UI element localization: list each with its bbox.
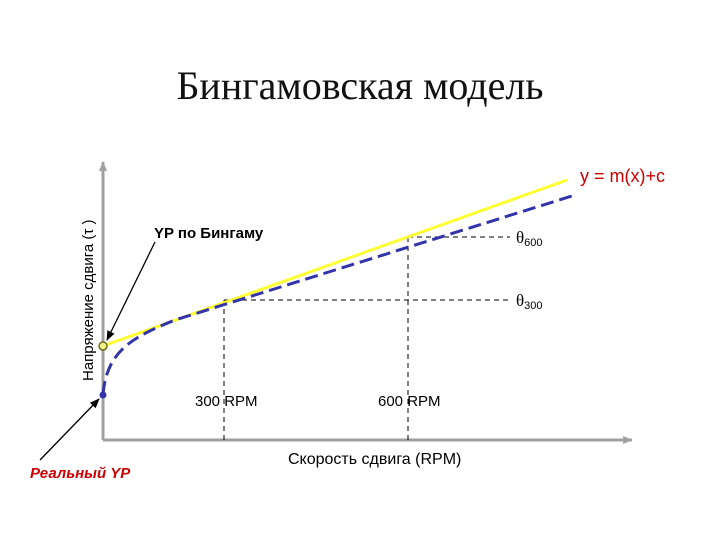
theta-300-label: θ300 [516, 291, 543, 312]
equation-label: y = m(x)+c [580, 166, 665, 186]
page-title: Бингамовская модель [176, 63, 544, 108]
bingham-yp-pointer [106, 241, 156, 341]
rpm-600-label: 600 RPM [378, 393, 441, 410]
bingham-yp-point [98, 341, 108, 351]
real-yp-label: Реальный YP [30, 465, 131, 482]
theta-300-symbol: θ [516, 291, 524, 310]
theta-300-sub: 300 [524, 300, 542, 312]
real-yp-pointer [39, 398, 100, 461]
x-axis-label: Скорость сдвига (RPM) [288, 451, 461, 468]
rpm-300-label: 300 RPM [195, 393, 258, 410]
theta-600-sub: 600 [524, 237, 542, 249]
real-rheology-curve [101, 194, 573, 395]
theta-600-symbol: θ [516, 228, 524, 247]
theta-600-label: θ600 [516, 228, 543, 249]
bingham-yp-label: YP по Бингаму [154, 225, 264, 242]
real-yp-point [99, 391, 107, 399]
y-axis-label: Напряжение сдвига (τ ) [80, 220, 97, 381]
